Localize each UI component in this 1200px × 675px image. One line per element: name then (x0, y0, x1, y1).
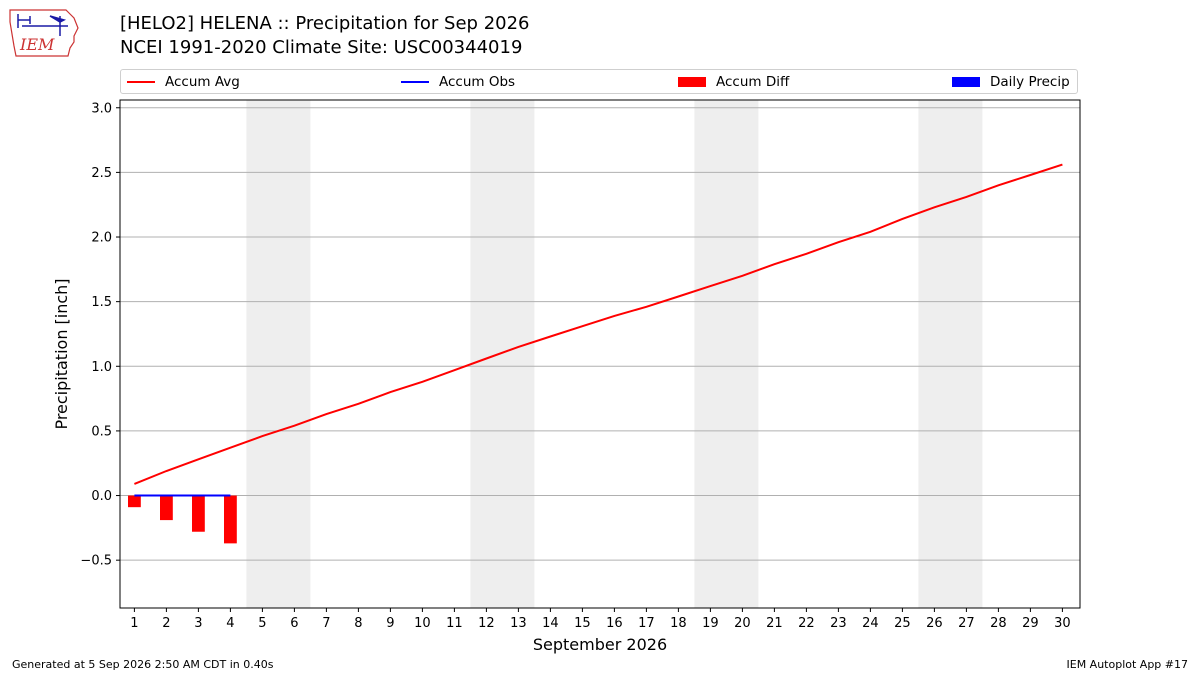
x-tick-label: 19 (702, 616, 719, 631)
accum-diff-bar (160, 495, 173, 521)
x-tick-label: 5 (258, 616, 266, 631)
x-tick-label: 3 (194, 616, 202, 631)
x-tick-label: 18 (670, 616, 687, 631)
x-tick-label: 26 (926, 616, 943, 631)
legend-label-accum-obs: Accum Obs (439, 74, 516, 90)
chart-subtitle: NCEI 1991-2020 Climate Site: USC00344019 (120, 37, 523, 58)
x-tick-label: 7 (322, 616, 330, 631)
y-tick-label: 3.0 (91, 101, 112, 116)
x-tick-label: 24 (862, 616, 879, 631)
y-tick-label: 2.5 (91, 166, 112, 181)
x-tick-label: 27 (958, 616, 975, 631)
x-tick-label: 13 (510, 616, 527, 631)
weekend-band-1 (246, 100, 311, 608)
x-tick-label: 14 (542, 616, 559, 631)
y-tick-label: −0.5 (80, 554, 112, 569)
legend-item-accum-obs: Accum Obs (401, 73, 515, 91)
footer-app: IEM Autoplot App #17 (1066, 658, 1189, 671)
y-tick-label: 1.5 (91, 295, 112, 310)
x-tick-label: 4 (226, 616, 234, 631)
x-axis-label: September 2026 (533, 635, 667, 654)
legend-label-daily-precip: Daily Precip (990, 74, 1070, 90)
accum-avg-line (134, 163, 1063, 485)
legend-label-accum-avg: Accum Avg (165, 74, 240, 90)
y-tick-label: 1.0 (91, 360, 112, 375)
weekend-band-3 (694, 100, 759, 608)
plot-frame (119, 99, 1081, 609)
x-tick-label: 29 (1022, 616, 1039, 631)
x-tick-label: 15 (574, 616, 591, 631)
legend-item-accum-diff: Accum Diff (678, 73, 789, 91)
weekend-band-2 (470, 100, 535, 608)
x-tick-label: 25 (894, 616, 911, 631)
legend-item-accum-avg: Accum Avg (127, 73, 240, 91)
footer-generated: Generated at 5 Sep 2026 2:50 AM CDT in 0… (12, 658, 274, 671)
legend-swatch-accum-diff (678, 77, 706, 87)
legend-item-daily-precip: Daily Precip (952, 73, 1070, 91)
y-tick-label: 0.0 (91, 489, 112, 504)
x-tick-label: 17 (638, 616, 655, 631)
y-axis-ticks: −0.5 0.0 0.5 1.0 1.5 2.0 2.5 3.0 (80, 101, 120, 569)
y-axis-label: Precipitation [inch] (52, 278, 71, 429)
weekend-shading (246, 100, 983, 608)
y-tick-label: 2.0 (91, 231, 112, 246)
x-tick-label: 16 (606, 616, 623, 631)
x-tick-label: 30 (1054, 616, 1071, 631)
chart-legend: Accum Avg Accum Obs Accum Diff Daily Pre… (120, 69, 1078, 94)
x-tick-label: 12 (478, 616, 495, 631)
series-lines (134, 163, 1063, 497)
x-tick-label: 21 (766, 616, 783, 631)
x-tick-label: 2 (162, 616, 170, 631)
x-tick-label: 28 (990, 616, 1007, 631)
legend-label-accum-diff: Accum Diff (716, 74, 790, 90)
legend-swatch-accum-avg (127, 81, 155, 83)
gridlines (120, 107, 1080, 561)
legend-swatch-daily-precip (952, 77, 980, 87)
accum-diff-bar (128, 495, 141, 508)
x-tick-label: 9 (386, 616, 394, 631)
x-tick-label: 8 (354, 616, 362, 631)
chart-title: [HELO2] HELENA :: Precipitation for Sep … (120, 13, 530, 34)
weather-station-icon (17, 14, 68, 36)
logo-text: IEM (19, 35, 55, 54)
x-tick-label: 10 (414, 616, 431, 631)
weekend-band-4 (918, 100, 983, 608)
y-tick-label: 0.5 (91, 424, 112, 439)
x-axis-ticks: 1 2 3 4 5 6 7 8 9 10 11 12 13 14 15 16 17 18 19 20 21 22 23 24 2… (130, 608, 1071, 631)
accum-diff-bar (192, 495, 205, 532)
x-tick-label: 1 (130, 616, 138, 631)
iem-logo: IEM (9, 9, 79, 57)
x-tick-label: 11 (446, 616, 463, 631)
legend-swatch-accum-obs (401, 81, 429, 83)
x-tick-label: 23 (830, 616, 847, 631)
x-tick-label: 6 (290, 616, 298, 631)
accum-diff-bar (224, 495, 237, 544)
x-tick-label: 20 (734, 616, 751, 631)
x-tick-label: 22 (798, 616, 815, 631)
accum-diff-bars (128, 495, 237, 544)
